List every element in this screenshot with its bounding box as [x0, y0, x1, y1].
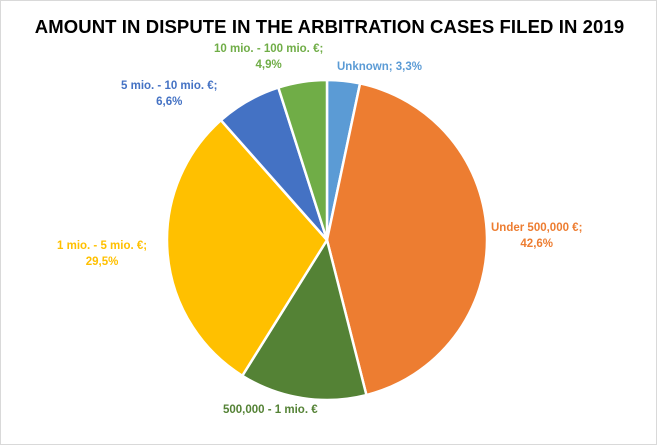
label-500k-1m: 500,000 - 1 mio. € [223, 404, 318, 416]
pie-slice-under-500-000 [325, 82, 489, 397]
pie-slice-500-000-1-mio [241, 238, 368, 402]
pie-slice-1-mio-5-mio [165, 118, 329, 377]
label-under-500k: Under 500,000 €; 42,6% [491, 222, 583, 250]
label-unknown: Unknown; 3,3% [337, 61, 422, 73]
label-1m-5m: 1 mio. - 5 mio. €; 29,5% [57, 240, 148, 268]
pie-slice-10-mio-100-mio [277, 78, 329, 242]
chart-title: AMOUNT IN DISPUTE IN THE ARBITRATION CAS… [34, 16, 625, 37]
label-10m-100m: 10 mio. - 100 mio. €; 4,9% [214, 43, 324, 71]
label-5m-10m: 5 mio. - 10 mio. €; 6,6% [121, 80, 218, 108]
